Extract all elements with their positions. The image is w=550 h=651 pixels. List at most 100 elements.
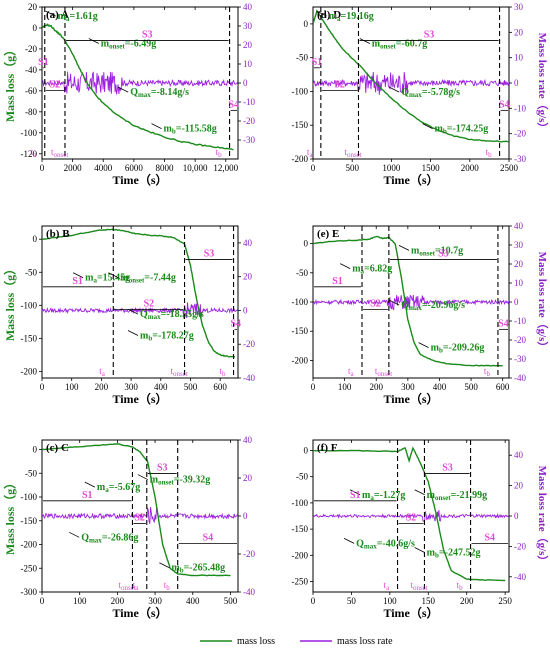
y2-tick-label: 20 <box>514 259 524 269</box>
stage-label: S1 <box>350 490 361 501</box>
y2-tick-label: 20 <box>243 473 253 483</box>
annotation-ma: ma=6.82g <box>352 264 392 276</box>
stage-label: S4 <box>498 318 509 329</box>
x-tick-label: 200 <box>111 596 125 606</box>
x-tick-label: 500 <box>184 382 198 392</box>
y-tick-label: -50 <box>296 53 308 63</box>
annotation-qmax: Qmax=-40.6g/s <box>356 538 415 550</box>
x-tick-label: 0 <box>40 382 45 392</box>
series-mass-loss-rate <box>42 507 238 524</box>
stage-label: S1 <box>72 276 83 287</box>
stage-label: S3 <box>438 248 449 259</box>
x-tick-label: 8000 <box>156 163 175 173</box>
y2-tick-label: 30 <box>514 2 524 12</box>
y-tick-label: -150 <box>292 524 309 534</box>
x-axis-label: Time（s） <box>112 172 167 187</box>
y-tick-label: -100 <box>292 498 309 508</box>
y-axis-label: Mass loss（g） <box>2 263 17 341</box>
series-mass-loss <box>313 235 503 367</box>
annotation-arrow <box>343 538 355 544</box>
annotation-qmax: Qmax=-18.55g/s <box>140 309 204 321</box>
x-axis-label: Time（s） <box>112 605 167 620</box>
y2-axis-label: Mass loss rate（g/s） <box>536 252 549 353</box>
y2-tick-label: -20 <box>243 116 255 126</box>
x-tick-label: 500 <box>464 382 478 392</box>
y2-tick-label: 30 <box>514 240 524 250</box>
stage-label: S4 <box>230 318 241 329</box>
y2-tick-label: 20 <box>243 272 253 282</box>
annotation-ma: ma=19.16g <box>329 11 374 23</box>
y2-tick-label: -40 <box>243 587 255 597</box>
y-tick-label: -100 <box>292 86 309 96</box>
stage-label: S2 <box>144 299 155 310</box>
y2-tick-label: 10 <box>514 278 524 288</box>
x-tick-label: 2500 <box>500 163 519 173</box>
x-tick-label: 1500 <box>422 163 441 173</box>
y2-tick-label: 40 <box>514 450 524 460</box>
annotation-arrow <box>389 299 400 306</box>
annotation-arrow <box>88 38 99 44</box>
legend: mass loss mass loss rate <box>200 636 393 647</box>
y-tick-label: -200 <box>21 366 38 376</box>
x-tick-label: 6000 <box>125 163 144 173</box>
series-mass-loss-rate <box>313 509 509 522</box>
x-tick-label: 400 <box>433 382 447 392</box>
annotation-ma: ma=-1.27g <box>362 490 405 502</box>
x-tick-label: 500 <box>345 163 359 173</box>
time-marker: tb <box>164 580 171 592</box>
annotation-monset: monset=-21.99g <box>427 490 487 502</box>
stage-label: S4 <box>203 532 214 543</box>
x-tick-label: 600 <box>496 382 510 392</box>
annotation-monset: monset=-60.7g <box>372 39 427 51</box>
panel-title: (b) B <box>46 228 70 240</box>
x-tick-label: 0 <box>311 382 316 392</box>
x-axis-label: Time（s） <box>383 391 438 406</box>
x-tick-label: 100 <box>383 596 397 606</box>
chart-panel-3: 0 100 200 300 400 500 600-200-150-100-500-40-2… <box>2 225 255 406</box>
annotation-mb: mb=-174.25g <box>435 124 489 136</box>
y2-tick-label: -40 <box>514 572 526 582</box>
panel-title: (e) E <box>317 228 339 240</box>
x-tick-label: 10,000 <box>183 163 208 173</box>
y-tick-label: -120 <box>21 149 38 159</box>
annotation-arrow <box>340 263 351 269</box>
x-tick-label: 2000 <box>64 163 83 173</box>
y2-tick-label: 20 <box>514 27 524 37</box>
stage-label: S4 <box>485 532 496 543</box>
annotation-arrow <box>45 10 56 17</box>
y-tick-label: -80 <box>25 107 37 117</box>
time-marker: ta <box>348 366 355 378</box>
x-tick-label: 250 <box>498 596 512 606</box>
x-tick-label: 200 <box>95 382 109 392</box>
y-tick-label: -200 <box>292 355 309 365</box>
y-tick-label: -150 <box>292 326 309 336</box>
y-tick-label: -250 <box>292 577 309 587</box>
y-tick-label: -150 <box>21 516 38 526</box>
y-tick-label: -150 <box>21 333 38 343</box>
y2-tick-label: 0 <box>514 78 519 88</box>
time-marker: tb <box>216 147 223 159</box>
time-marker: tb <box>486 147 493 159</box>
y2-tick-label: 0 <box>243 511 248 521</box>
x-tick-label: 100 <box>338 382 352 392</box>
y2-axis-label: Mass loss rate（g/s） <box>536 33 549 134</box>
series-mass-loss <box>313 446 506 582</box>
y-tick-label: -300 <box>21 587 38 597</box>
stage-label: S2 <box>406 513 417 524</box>
y2-tick-label: 10 <box>514 53 524 63</box>
annotation-arrow <box>108 272 119 279</box>
annotation-mb: mb=-247.52g <box>427 548 481 560</box>
annotation-mb: mb=-209.26g <box>431 343 485 355</box>
stage-label: S2 <box>370 299 381 310</box>
time-marker: tonset <box>118 580 135 592</box>
y-tick-label: 0 <box>304 239 309 249</box>
y2-tick-label: -30 <box>243 135 255 145</box>
stage-label: S2 <box>50 80 61 91</box>
series-mass-loss <box>42 443 231 577</box>
y-tick-label: -200 <box>292 550 309 560</box>
x-tick-label: 100 <box>65 382 79 392</box>
annotation-arrow <box>398 245 410 251</box>
x-tick-label: 400 <box>154 382 168 392</box>
y2-tick-label: 40 <box>243 2 253 12</box>
